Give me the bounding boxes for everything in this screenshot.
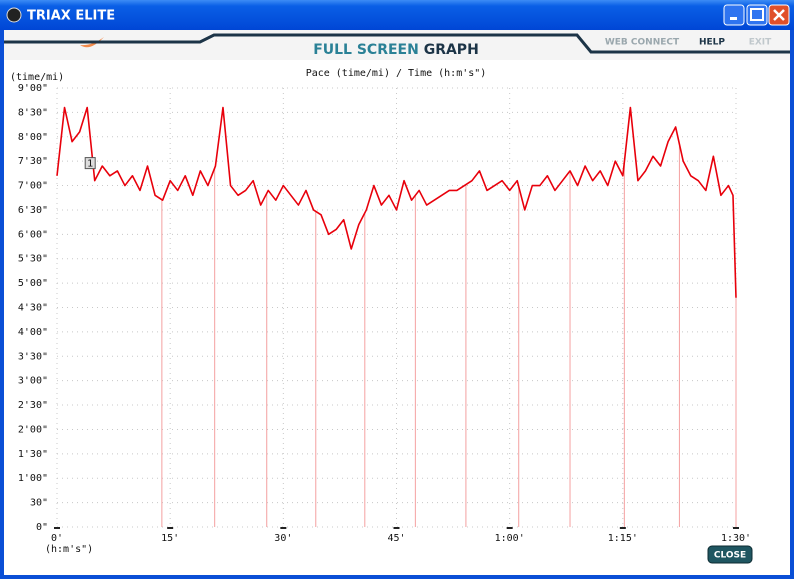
- minimize-button[interactable]: [723, 4, 745, 26]
- window-title: TRIAX ELITE: [27, 9, 115, 24]
- x-tick-label: 1:00': [495, 533, 525, 544]
- chart-title: Pace (time/mi) / Time (h:m's"): [306, 68, 487, 79]
- y-tick-label: 6'30": [18, 205, 48, 216]
- minimize-icon: [730, 17, 737, 20]
- y-tick-label: 2'00": [18, 424, 48, 435]
- page-title: FULL SCREEN GRAPH: [313, 42, 479, 58]
- x-axis-label: (h:m's"): [45, 544, 93, 555]
- y-tick-label: 0": [36, 522, 48, 533]
- nav-web-connect[interactable]: WEB CONNECT: [605, 38, 680, 48]
- x-tick-label: 45': [387, 533, 405, 544]
- x-tick-label: 30': [274, 533, 292, 544]
- y-tick-label: 8'30": [18, 107, 48, 118]
- nav-help[interactable]: HELP: [699, 38, 725, 48]
- y-tick-label: 6'00": [18, 229, 48, 240]
- y-tick-label: 4'30": [18, 303, 48, 314]
- y-axis-label: (time/mi): [10, 72, 64, 83]
- y-tick-label: 8'00": [18, 132, 48, 143]
- close-icon: [773, 9, 785, 21]
- y-tick-label: 3'00": [18, 376, 48, 387]
- y-tick-label: 1'00": [18, 473, 48, 484]
- y-tick-label: 4'00": [18, 327, 48, 338]
- app-icon: [6, 7, 22, 23]
- page-title-part1: FULL SCREEN: [313, 42, 419, 58]
- y-tick-label: 3'30": [18, 351, 48, 362]
- close-button[interactable]: CLOSE: [707, 545, 753, 564]
- y-tick-label: 1'30": [18, 449, 48, 460]
- pace-line: [56, 106, 737, 298]
- y-tick-label: 30": [30, 498, 48, 509]
- y-tick-label: 9'00": [18, 83, 48, 94]
- x-tick-label: 15': [161, 533, 179, 544]
- lap-marker-label: 1: [87, 159, 93, 170]
- x-tick-label: 0': [51, 533, 63, 544]
- title-bar: [0, 0, 794, 30]
- nav-exit[interactable]: EXIT: [749, 38, 772, 48]
- x-tick-label: 1:30': [721, 533, 751, 544]
- y-tick-label: 5'30": [18, 254, 48, 265]
- y-tick-label: 7'00": [18, 181, 48, 192]
- y-tick-label: 2'30": [18, 400, 48, 411]
- y-tick-label: 7'30": [18, 156, 48, 167]
- x-tick-label: 1:15': [608, 533, 638, 544]
- page-title-part2: GRAPH: [424, 42, 479, 58]
- close-button-bg: [707, 545, 753, 564]
- content: [4, 30, 790, 575]
- y-tick-label: 5'00": [18, 278, 48, 289]
- header-line: [4, 33, 790, 54]
- maximize-icon: [750, 8, 764, 21]
- lap-marker-box: [84, 157, 96, 170]
- close-button-label[interactable]: CLOSE: [714, 551, 746, 561]
- nike-logo: [80, 37, 104, 48]
